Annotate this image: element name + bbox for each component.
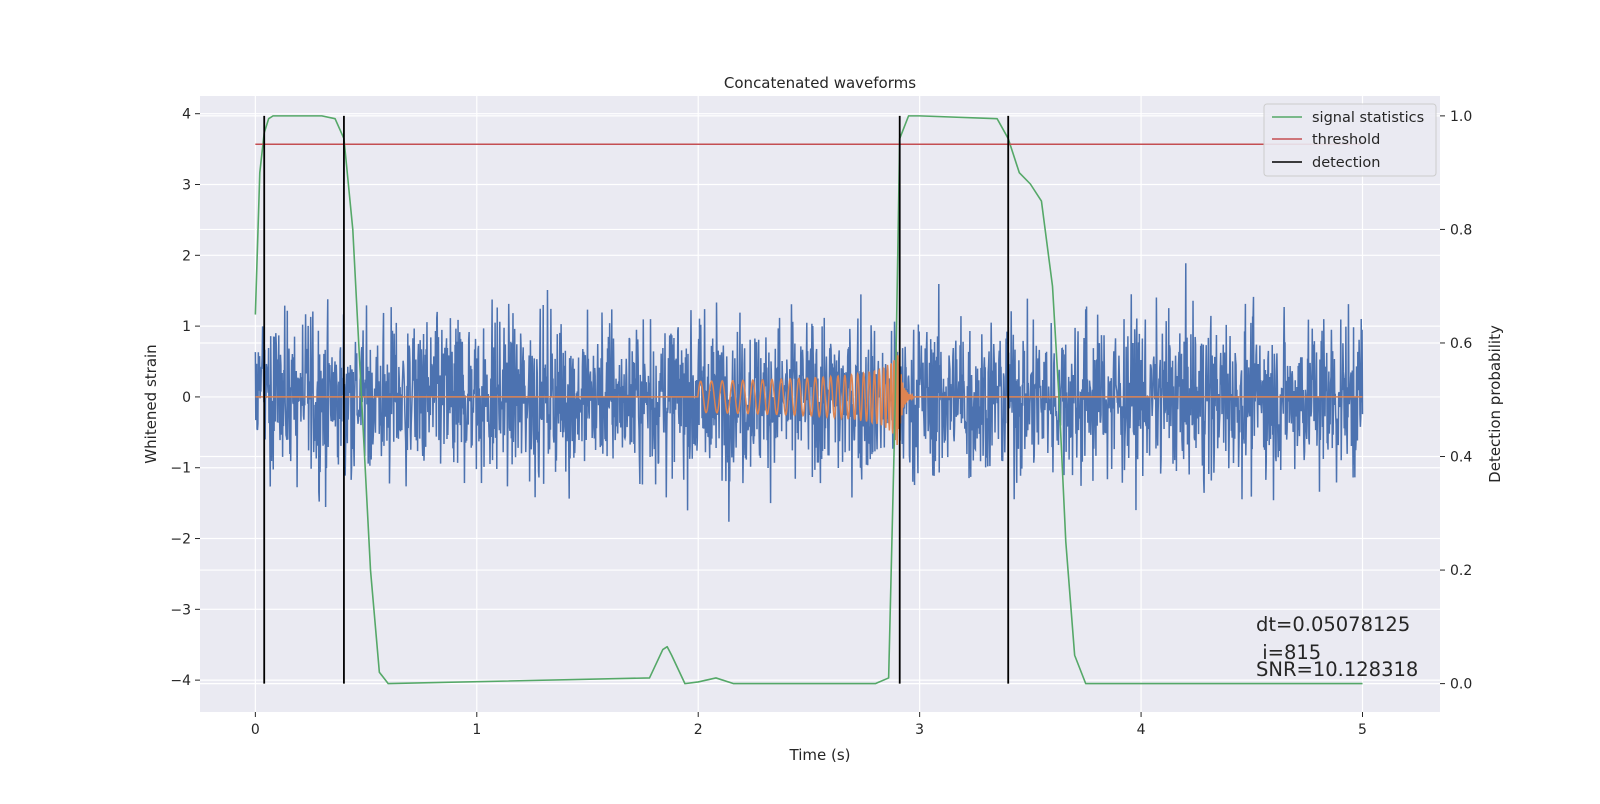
y-tick-label-left: −2 bbox=[170, 532, 191, 548]
x-tick-label: 4 bbox=[1137, 722, 1146, 738]
y-tick-label-left: 3 bbox=[182, 178, 191, 194]
y-tick-label-left: −4 bbox=[170, 673, 191, 689]
y-tick-label-right: 1.0 bbox=[1450, 109, 1472, 125]
y-axis-label-right: Detection probability bbox=[1486, 325, 1504, 483]
chirp-template-series bbox=[255, 349, 1363, 446]
y-tick-label-right: 0.0 bbox=[1450, 677, 1472, 693]
y-axis-label-left: Whitened strain bbox=[142, 344, 160, 463]
signal-statistics-line bbox=[254, 115, 1363, 685]
y-tick-label-right: 0.2 bbox=[1450, 563, 1472, 579]
y-tick-label-left: 2 bbox=[182, 248, 191, 264]
x-tick-label: 5 bbox=[1358, 722, 1367, 738]
chart-title: Concatenated waveforms bbox=[724, 74, 916, 92]
x-tick-label: 3 bbox=[915, 722, 924, 738]
annotation-index: i=815 bbox=[1256, 641, 1321, 664]
y-tick-label-left: −3 bbox=[170, 602, 191, 618]
right-axis-series bbox=[254, 115, 1363, 685]
annotation-snr: SNR=10.128318 bbox=[1256, 658, 1418, 681]
y-tick-label-left: 1 bbox=[182, 319, 191, 335]
x-tick-label: 2 bbox=[694, 722, 703, 738]
y-tick-label-left: 4 bbox=[182, 107, 191, 123]
x-axis-label: Time (s) bbox=[789, 746, 851, 764]
legend-box bbox=[1263, 103, 1437, 177]
y-tick-label-left: −1 bbox=[170, 461, 191, 477]
ticks: 0 1 2 3 4 5 −4 −3 −2 −1 0 1 2 3 4 0.0 0.2 0.4 0.6 0.8 1.0 bbox=[170, 107, 1472, 738]
x-tick-label: 0 bbox=[251, 722, 260, 738]
legend-label-signal-statistics: signal statistics bbox=[1312, 110, 1424, 126]
y-tick-label-right: 0.8 bbox=[1450, 222, 1472, 238]
chirp-template-line bbox=[255, 349, 1363, 446]
legend-label-threshold: threshold bbox=[1312, 132, 1380, 148]
legend-label-detection: detection bbox=[1312, 155, 1380, 171]
y-tick-label-right: 0.4 bbox=[1450, 450, 1472, 466]
legend: signal statistics threshold detection bbox=[1263, 103, 1437, 177]
y-tick-label-right: 0.6 bbox=[1450, 336, 1472, 352]
annotation-dt: dt=0.05078125 bbox=[1256, 613, 1410, 636]
y-tick-label-left: 0 bbox=[182, 390, 191, 406]
x-tick-label: 1 bbox=[472, 722, 481, 738]
